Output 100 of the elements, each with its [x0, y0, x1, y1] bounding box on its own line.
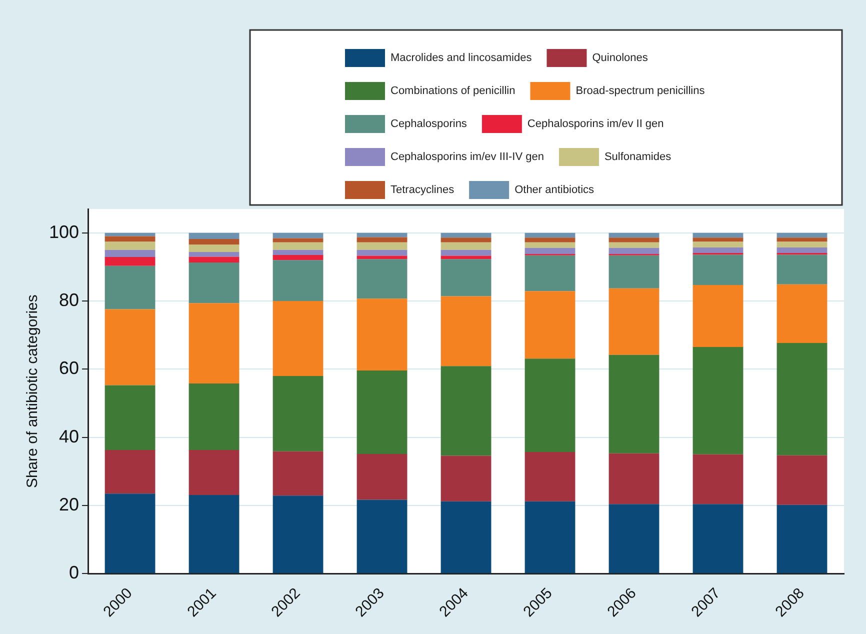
bar [692, 242, 744, 248]
bar [188, 450, 240, 495]
bar [608, 232, 660, 238]
bar [188, 244, 240, 252]
bar [356, 259, 408, 299]
bar [692, 504, 744, 574]
bar [524, 358, 576, 452]
bar [608, 238, 660, 242]
bar [188, 252, 240, 257]
y-axis-title: Share of antibiotic categories [24, 294, 42, 488]
bar [272, 451, 324, 496]
bar [272, 232, 324, 238]
bar [104, 250, 156, 258]
bar [104, 494, 156, 574]
bar [188, 262, 240, 304]
legend-label: Tetracyclines [390, 184, 455, 196]
legend-label: Cephalosporins [390, 118, 468, 130]
bar [776, 232, 828, 238]
bar [104, 232, 156, 236]
bar [356, 370, 408, 454]
bar [104, 257, 156, 266]
bar [776, 254, 828, 284]
bar [692, 248, 744, 253]
legend-label: Combinations of penicillin [390, 85, 516, 98]
legend-label: Macrolides and lincosamides [390, 52, 532, 64]
bar [608, 288, 660, 355]
bar [608, 255, 660, 288]
y-tick-label: 100 [48, 222, 80, 242]
bar [692, 238, 744, 242]
bar [104, 266, 156, 310]
bar [188, 384, 240, 450]
bar [440, 259, 492, 296]
legend-label: Other antibiotics [514, 184, 595, 196]
bar [776, 238, 828, 242]
bar [356, 250, 408, 256]
bar [776, 455, 828, 505]
bar [272, 301, 324, 376]
bar [272, 255, 324, 260]
bar [272, 376, 324, 452]
bar [188, 238, 240, 244]
bar [776, 284, 828, 343]
bar [524, 501, 576, 574]
y-tick-label: 80 [59, 290, 80, 310]
bar [524, 248, 576, 254]
bar [524, 232, 576, 238]
bar [692, 285, 744, 348]
bar [272, 250, 324, 256]
bar [104, 309, 156, 386]
y-tick-label: 60 [59, 358, 80, 378]
bar [524, 452, 576, 502]
bar [608, 453, 660, 504]
legend-label: Sulfonamides [604, 151, 672, 164]
bar [608, 504, 660, 574]
bar [440, 296, 492, 366]
bar [356, 256, 408, 260]
bar [692, 232, 744, 238]
bar [440, 456, 492, 502]
bar [188, 303, 240, 384]
bar [692, 254, 744, 286]
bar [356, 237, 408, 242]
bar [440, 232, 492, 238]
legend-label: Broad-spectrum penicillins [576, 85, 706, 98]
y-tick-label: 40 [59, 426, 80, 446]
bar [356, 232, 408, 238]
bar [104, 450, 156, 494]
bar [692, 347, 744, 454]
y-tick-label: 20 [59, 494, 80, 514]
y-tick-label: 0 [69, 562, 80, 583]
bar [272, 496, 324, 574]
bar [776, 248, 828, 253]
bar [524, 242, 576, 248]
bar [776, 342, 828, 456]
bar [440, 256, 492, 260]
bar [608, 248, 660, 254]
legend-label: Cephalosporins im/ev III-IV gen [390, 151, 544, 164]
bar [524, 255, 576, 292]
legend-label: Cephalosporins im/ev II gen [527, 118, 664, 130]
bar [272, 238, 324, 242]
bar [776, 504, 828, 574]
bar [440, 501, 492, 574]
bar [524, 238, 576, 242]
legend-label: Quinolones [592, 52, 648, 64]
bar [692, 454, 744, 504]
bar [440, 238, 492, 242]
bar [188, 494, 240, 574]
bar [524, 291, 576, 359]
bar [104, 236, 156, 242]
bar [440, 242, 492, 250]
bar [272, 260, 324, 302]
bar [356, 500, 408, 574]
bar [608, 242, 660, 248]
bar [776, 242, 828, 248]
bar [188, 256, 240, 263]
bar [272, 242, 324, 250]
bar [104, 385, 156, 450]
bar [440, 366, 492, 456]
bar [104, 242, 156, 250]
bar [356, 242, 408, 250]
bar [188, 232, 240, 239]
bar [356, 454, 408, 500]
